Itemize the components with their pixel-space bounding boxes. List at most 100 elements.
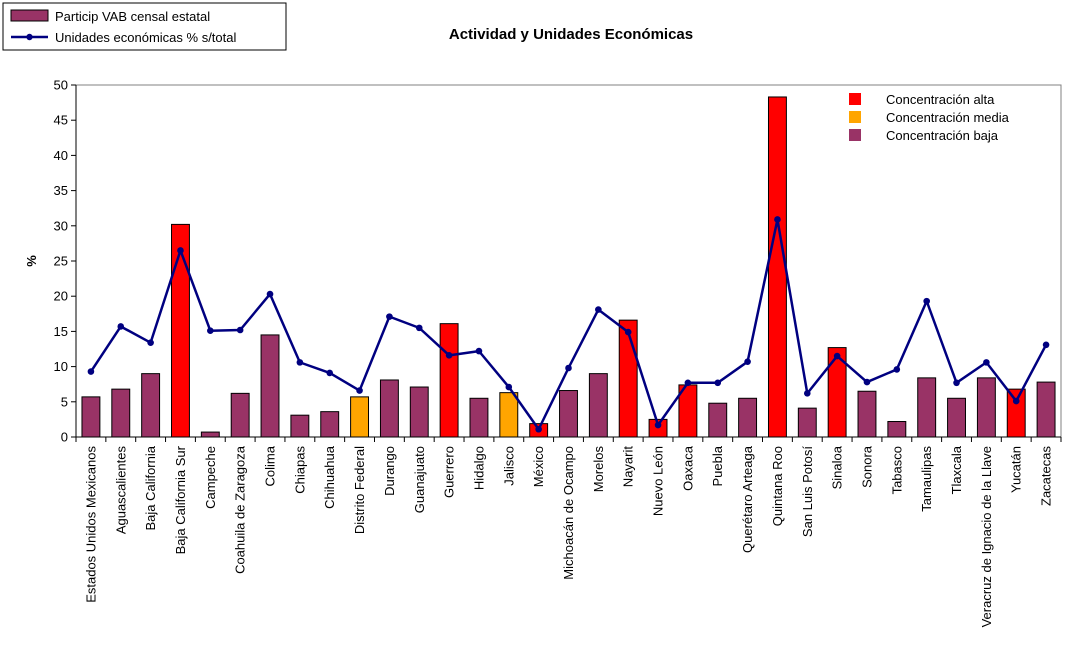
x-tick-label: Hidalgo: [471, 446, 486, 490]
x-tick-label: Colima: [263, 445, 278, 486]
x-tick-label: Distrito Federal: [352, 446, 367, 534]
bar: [618, 319, 638, 438]
x-tick-label: Zacatecas: [1039, 446, 1054, 506]
series-point: [326, 369, 334, 377]
legend-bar-label: Particip VAB censal estatal: [55, 9, 210, 24]
x-tick-label: Aguascalientes: [113, 446, 128, 535]
x-tick-label: Chiapas: [292, 446, 307, 494]
legend-line-marker: [26, 33, 33, 41]
series-point: [833, 352, 841, 360]
x-tick-label: México: [531, 446, 546, 487]
x-tick-label: Puebla: [710, 445, 725, 486]
x-tick-label: Nayarit: [621, 446, 636, 488]
series-legend: Particip VAB censal estatal Unidades eco…: [2, 2, 287, 51]
bar: [260, 334, 280, 438]
series-point: [624, 328, 632, 336]
series-point: [535, 425, 542, 433]
series-point: [117, 323, 125, 330]
x-tick-label: Michoacán de Ocampo: [561, 446, 576, 580]
x-tick-label: Tlaxcala: [949, 445, 964, 494]
bar: [171, 223, 190, 438]
series-point: [87, 368, 95, 375]
legend-bar-swatch: [10, 9, 49, 22]
x-tick-label: Estados Unidos Mexicanos: [83, 446, 98, 603]
x-tick-label: Sonora: [859, 445, 874, 488]
series-point: [475, 347, 483, 355]
x-tick-label: Guerrero: [442, 446, 457, 498]
y-tick-label: 20: [54, 289, 68, 304]
x-tick-label: San Luis Potosí: [800, 446, 815, 537]
y-tick-label: 10: [54, 359, 68, 374]
series-point: [445, 352, 453, 359]
series-point: [505, 383, 513, 391]
series-point: [923, 297, 930, 305]
chart-title: Actividad y Unidades Económicas: [449, 26, 693, 43]
x-tick-label: Quintana Roo: [770, 446, 785, 526]
series-point: [595, 306, 602, 313]
bar: [947, 397, 966, 438]
bar: [141, 373, 161, 438]
x-tick-label: Yucatán: [1009, 446, 1024, 493]
series-point: [236, 326, 244, 334]
legend-swatch-alta: [849, 93, 861, 105]
legend-swatch-media: [849, 111, 861, 123]
legend-label-baja: Concentración baja: [886, 128, 999, 143]
series-point: [684, 379, 692, 387]
series-point: [953, 379, 960, 387]
bar: [708, 402, 728, 438]
series-point: [774, 216, 781, 223]
bar: [290, 414, 310, 438]
x-tick-label: Jalisco: [501, 446, 516, 486]
legend-label-media: Concentración media: [886, 110, 1010, 125]
series-point: [983, 359, 990, 366]
bar: [439, 323, 459, 438]
y-tick-label: 45: [54, 113, 68, 128]
bar: [379, 379, 399, 438]
series-point: [1042, 341, 1050, 349]
bar: [917, 377, 937, 438]
x-tick-label: Chihuahua: [322, 445, 337, 509]
x-tick-label: Oaxaca: [680, 445, 695, 491]
bar: [1006, 388, 1026, 438]
bar: [469, 397, 489, 438]
bar: [230, 392, 250, 438]
bar: [409, 386, 429, 438]
series-point: [177, 247, 184, 254]
y-tick-label: 40: [54, 148, 68, 163]
series-point: [147, 339, 154, 346]
series-point: [296, 359, 304, 366]
plot-border: [76, 84, 1062, 437]
bar: [200, 431, 220, 438]
y-tick-label: 35: [54, 183, 68, 198]
bar: [767, 96, 787, 438]
series-legend-box: [2, 2, 287, 51]
series-point: [415, 324, 423, 332]
series-point: [266, 290, 274, 298]
x-tick-label: Baja California: [143, 445, 158, 530]
series-point: [863, 378, 871, 386]
legend-line-label: Unidades económicas % s/total: [55, 30, 236, 45]
x-tick-label: Durango: [382, 446, 397, 496]
series-point: [565, 364, 572, 372]
series-point: [803, 390, 811, 397]
series-point: [356, 387, 363, 394]
x-tick-label: Sinaloa: [830, 445, 845, 489]
bar: [588, 373, 608, 438]
bar: [81, 396, 101, 438]
x-tick-label: Tamaulipas: [919, 446, 934, 512]
bar: [887, 421, 907, 438]
series-point: [893, 366, 901, 373]
y-tick-label: 25: [54, 254, 68, 269]
bar: [857, 390, 877, 438]
legend-swatch-baja: [849, 129, 861, 141]
series-point: [1012, 397, 1020, 405]
series-point: [714, 379, 722, 387]
bar: [1036, 381, 1056, 438]
x-tick-label: Querétaro Arteaga: [740, 445, 755, 553]
bar: [350, 396, 370, 438]
y-tick-label: 15: [54, 324, 68, 339]
x-tick-label: Coahuila de Zaragoza: [233, 445, 248, 574]
series-point: [207, 327, 214, 334]
x-tick-label: Morelos: [591, 446, 606, 493]
